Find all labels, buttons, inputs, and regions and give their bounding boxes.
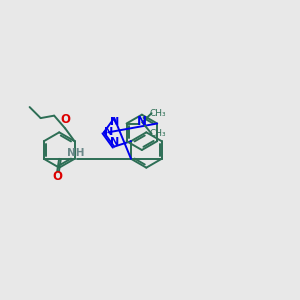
Text: CH₃: CH₃ [149,109,166,118]
Text: O: O [60,113,70,126]
Text: N: N [137,115,147,128]
Text: O: O [52,169,62,182]
Text: N: N [110,137,119,147]
Text: NH: NH [67,148,84,158]
Text: CH₃: CH₃ [149,129,166,138]
Text: N: N [104,127,113,137]
Text: N: N [110,118,119,128]
